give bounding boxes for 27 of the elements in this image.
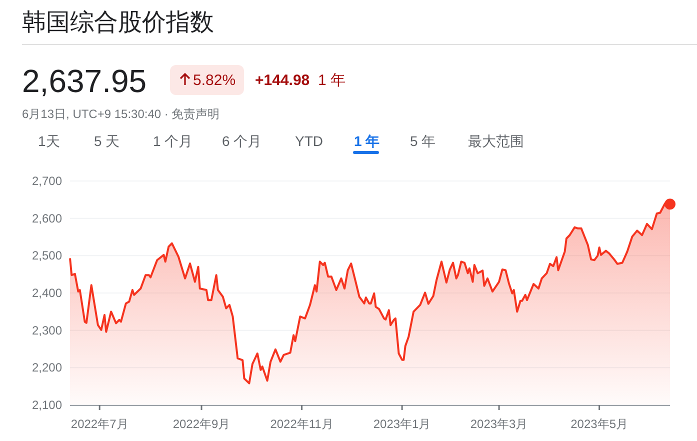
y-tick-label: 2,100 bbox=[32, 398, 62, 412]
text: +144.98 bbox=[255, 72, 310, 89]
x-tick-label: 2022年11月 bbox=[270, 417, 334, 431]
x-tick-label: 2023年3月 bbox=[470, 417, 528, 431]
y-tick-label: 2,200 bbox=[32, 360, 62, 375]
y-tick-label: 2,300 bbox=[32, 323, 62, 338]
text: 5 年 bbox=[410, 133, 436, 149]
y-tick-label: 2,600 bbox=[32, 211, 62, 226]
text: YTD bbox=[295, 133, 323, 149]
text: 5 天 bbox=[94, 133, 120, 149]
x-tick-label: 2022年7月 bbox=[70, 417, 128, 431]
text: 1天 bbox=[38, 133, 60, 149]
text: 6月13日, UTC+9 15:30:40 · 免责声明 bbox=[22, 107, 220, 121]
x-tick-label: 2022年9月 bbox=[172, 417, 230, 431]
x-tick-label: 2023年5月 bbox=[570, 417, 628, 431]
chart-title: 韩国综合股价指数 bbox=[22, 9, 214, 36]
text: 1 年 bbox=[354, 133, 380, 149]
text: 1 个月 bbox=[153, 133, 193, 149]
text: 1 年 bbox=[318, 72, 346, 89]
chart-subtitle: 2,637.95 bbox=[22, 63, 147, 99]
y-tick-label: 2,500 bbox=[32, 248, 62, 263]
text: 5.82% bbox=[193, 72, 236, 89]
y-tick-label: 2,400 bbox=[32, 286, 62, 300]
x-tick-label: 2023年1月 bbox=[373, 417, 431, 431]
text: 最大范围 bbox=[468, 133, 524, 149]
y-tick-label: 2,700 bbox=[32, 174, 62, 188]
text: 6 个月 bbox=[222, 133, 262, 149]
